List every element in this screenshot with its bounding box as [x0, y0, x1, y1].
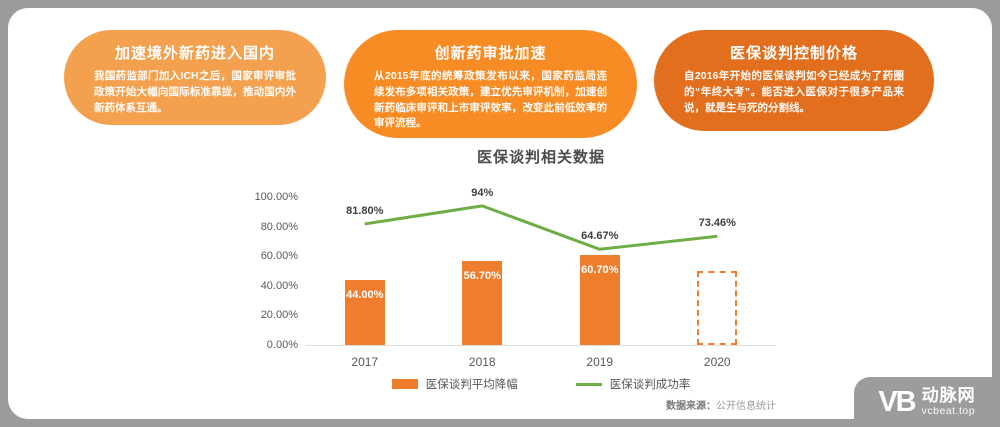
logo-text: 动脉网 vcbeat.top — [922, 387, 976, 418]
y-tick: 20.00% — [261, 309, 298, 321]
x-tick: 2020 — [704, 355, 731, 369]
card-title: 创新药审批加速 — [374, 42, 607, 63]
source-prefix: 数据来源： — [666, 401, 716, 412]
card-overseas-drugs: 加速境外新药进入国内 我国药监部门加入ICH之后，国家审评审批政策开始大幅向国际… — [64, 30, 326, 125]
line-swatch-icon — [576, 383, 602, 386]
bar-swatch-icon — [392, 379, 418, 389]
data-source: 数据来源：公开信息统计 — [306, 397, 776, 412]
source-text: 公开信息统计 — [716, 401, 776, 412]
y-tick: 60.00% — [261, 250, 298, 262]
card-body: 自2016年开始的医保谈判如今已经成为了药圈的“年终大考”。能否进入医保对于很多… — [684, 69, 904, 116]
x-tick: 2017 — [351, 355, 378, 369]
y-tick: 100.00% — [255, 191, 298, 203]
logo-name: 动脉网 — [922, 387, 976, 406]
logo-site: vcbeat.top — [922, 405, 976, 417]
x-tick: 2019 — [586, 355, 613, 369]
x-tick: 2018 — [469, 355, 496, 369]
plot-area: 44.00%56.70%60.70%81.80%94%64.67%73.46% — [306, 197, 776, 346]
card-title: 医保谈判控制价格 — [684, 42, 904, 63]
legend-item-line: 医保谈判成功率 — [576, 376, 691, 392]
line-value-label: 81.80% — [346, 205, 383, 217]
card-approval-acceleration: 创新药审批加速 从2015年底的统筹政策发布以来，国家药监局连续发布多项相关政策… — [344, 30, 637, 138]
x-axis: 2017 2018 2019 2020 — [306, 345, 776, 369]
y-axis: 100.00%80.00%60.00%40.00%20.00%0.00% — [218, 197, 298, 345]
content-panel: 加速境外新药进入国内 我国药监部门加入ICH之后，国家审评审批政策开始大幅向国际… — [8, 8, 992, 419]
y-tick: 40.00% — [261, 280, 298, 292]
line-value-label: 73.46% — [699, 217, 736, 229]
y-tick: 0.00% — [267, 339, 298, 351]
chart-title: 医保谈判相关数据 — [306, 146, 776, 167]
card-body: 从2015年底的统筹政策发布以来，国家药监局连续发布多项相关政策，建立优先审评机… — [374, 69, 607, 132]
legend-item-bar: 医保谈判平均降幅 — [392, 376, 518, 392]
legend: 医保谈判平均降幅 医保谈判成功率 — [306, 376, 776, 392]
card-price-negotiation: 医保谈判控制价格 自2016年开始的医保谈判如今已经成为了药圈的“年终大考”。能… — [654, 30, 934, 131]
card-body: 我国药监部门加入ICH之后，国家审评审批政策开始大幅向国际标准靠拢，推动国内外新… — [94, 69, 296, 116]
vcbeat-logo: VB 动脉网 vcbeat.top — [854, 377, 1000, 427]
y-tick: 80.00% — [261, 221, 298, 233]
card-title: 加速境外新药进入国内 — [94, 42, 296, 63]
legend-label: 医保谈判平均降幅 — [426, 376, 518, 392]
vb-logo-icon: VB — [878, 388, 914, 417]
legend-label: 医保谈判成功率 — [610, 376, 691, 392]
line-value-label: 94% — [471, 187, 493, 199]
line-value-label: 64.67% — [581, 230, 618, 242]
